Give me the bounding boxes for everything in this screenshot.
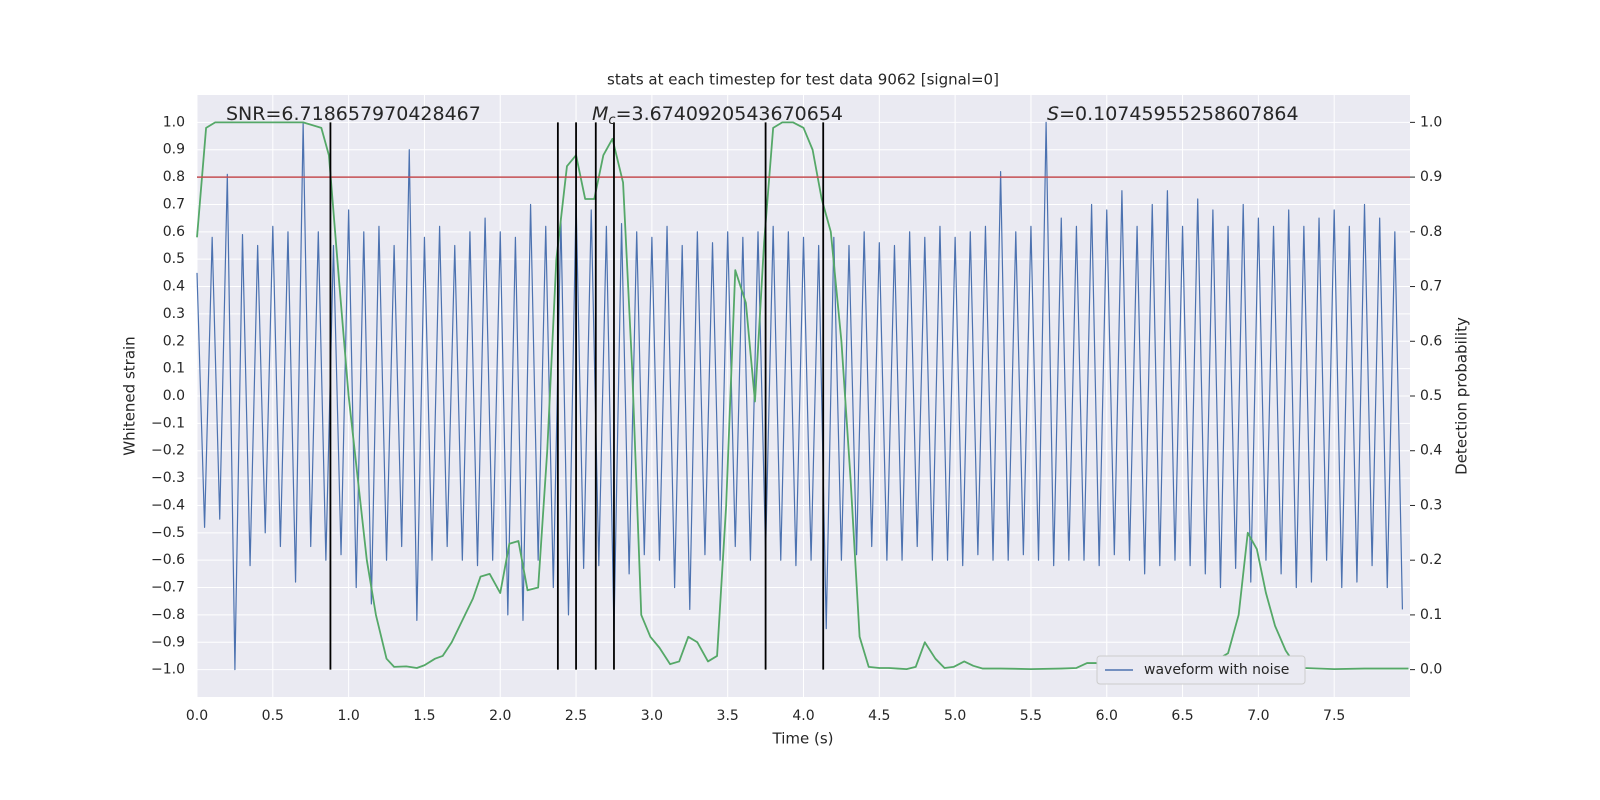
x-tick-label: 3.5 (717, 708, 739, 724)
annotation: SNR=6.718657970428467 (226, 103, 481, 125)
y-tick-label: 0.0 (163, 388, 185, 404)
y2-tick-label: 0.8 (1420, 224, 1442, 240)
y-tick-label: 0.1 (163, 361, 185, 377)
x-tick-label: 0.5 (262, 708, 284, 724)
annotation-text: =0.10745955258607864 (1059, 103, 1299, 125)
x-tick-label: 2.0 (489, 708, 511, 724)
series-line (196, 121, 1404, 671)
x-tick-label: 5.5 (1020, 708, 1042, 724)
y-tick-label: −0.9 (151, 634, 185, 650)
y2-axis-label: Detection probability (1453, 317, 1471, 475)
y-tick-label: −0.3 (151, 470, 185, 486)
x-tick-label: 7.0 (1247, 708, 1269, 724)
y-tick-label: 0.6 (163, 224, 185, 240)
y2-tick-label: 0.3 (1420, 497, 1442, 513)
y-tick-label: −0.6 (151, 552, 185, 568)
y-tick-label: 0.9 (163, 142, 185, 158)
x-tick-label: 4.0 (792, 708, 814, 724)
annotation-subscript: c (608, 113, 615, 128)
y2-tick-label: 0.6 (1420, 333, 1442, 349)
x-tick-label: 3.0 (641, 708, 663, 724)
y2-tick-label: 0.5 (1420, 388, 1442, 404)
annotation: S=0.10745955258607864 (1047, 103, 1299, 125)
x-tick-label: 0.0 (186, 708, 208, 724)
y2-tick-label: 0.7 (1420, 279, 1442, 295)
y-tick-label: −0.2 (151, 443, 185, 459)
y2-tick-label: 0.9 (1420, 169, 1442, 185)
y-tick-label: 0.3 (163, 306, 185, 322)
y-tick-label: −0.4 (151, 497, 185, 513)
y-tick-label: −0.1 (151, 415, 185, 431)
y-tick-label: 0.4 (163, 279, 185, 295)
x-tick-label: 2.5 (565, 708, 587, 724)
legend-label: waveform with noise (1144, 662, 1289, 678)
y-tick-label: −0.7 (151, 580, 185, 596)
y2-tick-label: 1.0 (1420, 114, 1442, 130)
annotation: Mc=3.6740920543670654 (592, 103, 843, 128)
y2-tick-label: 0.0 (1420, 662, 1442, 678)
y-tick-label: 0.5 (163, 251, 185, 267)
annotation-text: =3.6740920543670654 (616, 103, 843, 125)
y-tick-label: 0.7 (163, 196, 185, 212)
y-tick-label: 0.8 (163, 169, 185, 185)
chart-title: stats at each timestep for test data 906… (607, 71, 999, 89)
x-tick-label: 1.0 (337, 708, 359, 724)
y-tick-label: −0.8 (151, 607, 185, 623)
annotation-symbol: M (592, 103, 608, 125)
y2-tick-label: 0.1 (1420, 607, 1442, 623)
x-tick-label: 6.0 (1096, 708, 1118, 724)
legend-box (1096, 655, 1306, 685)
y-tick-label: −1.0 (151, 662, 185, 678)
y-tick-label: 1.0 (163, 114, 185, 130)
x-tick-label: 4.5 (868, 708, 890, 724)
y-tick-label: 0.2 (163, 333, 185, 349)
annotation-symbol: S (1047, 103, 1059, 125)
x-tick-label: 6.5 (1171, 708, 1193, 724)
annotation-text: SNR=6.718657970428467 (226, 103, 481, 125)
y-tick-label: −0.5 (151, 525, 185, 541)
y-axis-label: Whitened strain (121, 336, 139, 455)
y2-tick-label: 0.2 (1420, 552, 1442, 568)
x-tick-label: 1.5 (413, 708, 435, 724)
x-tick-label: 7.5 (1323, 708, 1345, 724)
x-tick-label: 5.0 (944, 708, 966, 724)
y2-tick-label: 0.4 (1420, 443, 1442, 459)
x-axis-label: Time (s) (772, 730, 834, 748)
